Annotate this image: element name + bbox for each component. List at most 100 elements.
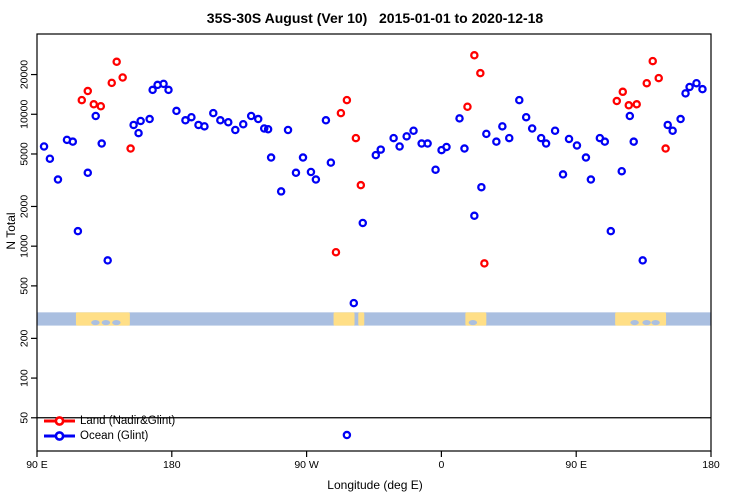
scatter-point-ocean	[73, 226, 83, 236]
scatter-point-ocean	[349, 298, 359, 308]
scatter-point-ocean	[238, 120, 248, 129]
scatter-point-ocean	[477, 182, 486, 192]
scatter-point-ocean	[586, 175, 596, 184]
scatter-point-ocean	[148, 85, 157, 95]
scatter-point-ocean	[692, 78, 701, 88]
scatter-point-ocean	[253, 114, 263, 124]
legend-label-land: Land (Nadir&Glint)	[80, 415, 176, 427]
scatter-point-ocean	[663, 120, 672, 130]
scatter-point-ocean	[283, 125, 293, 135]
scatter-point-ocean	[389, 133, 398, 143]
x-tick-label: 180	[163, 459, 181, 471]
scatter-point-ocean	[134, 128, 143, 138]
scatter-point-land	[331, 247, 341, 257]
scatter-point-ocean	[224, 117, 233, 127]
scatter-point-land	[126, 144, 135, 153]
scatter-point-ocean	[136, 116, 145, 126]
scatter-point-ocean	[558, 170, 568, 179]
scatter-point-ocean	[68, 137, 78, 146]
scatter-point-ocean	[581, 153, 591, 162]
scatter-point-ocean	[572, 141, 582, 150]
scatter-point-ocean	[681, 89, 690, 98]
x-tick-label: 0	[438, 459, 444, 471]
map-band-lake	[468, 319, 478, 326]
scatter-point-ocean	[200, 122, 209, 131]
scatter-point-ocean	[541, 139, 551, 148]
scatter-point-ocean	[276, 187, 286, 196]
scatter-point-land	[618, 87, 628, 97]
scatter-point-ocean	[492, 137, 501, 146]
scatter-point-ocean	[321, 116, 331, 125]
y-tick-label: 500	[19, 277, 31, 295]
scatter-point-ocean	[216, 116, 225, 125]
scatter-point-ocean	[306, 167, 316, 177]
scatter-point-ocean	[371, 150, 381, 160]
scatter-point-ocean	[423, 139, 432, 148]
scatter-point-land	[356, 180, 366, 190]
scatter-point-ocean	[311, 175, 321, 184]
scatter-point-land	[96, 102, 106, 111]
scatter-point-ocean	[97, 139, 106, 148]
map-band-ocean	[37, 312, 711, 326]
chart-title: 35S-30S August (Ver 10) 2015-01-01 to 20…	[206, 10, 544, 26]
scatter-point-ocean	[39, 142, 49, 151]
scatter-point-ocean	[83, 168, 93, 178]
scatter-point-ocean	[527, 124, 537, 133]
scatter-point-land	[624, 101, 634, 110]
scatter-point-ocean	[460, 144, 469, 153]
map-band-land-patch	[333, 312, 355, 326]
y-tick-label: 200	[19, 329, 31, 347]
scatter-point-ocean	[498, 122, 507, 131]
scatter-point-ocean	[209, 108, 218, 118]
scatter-point-ocean	[455, 114, 464, 123]
scatter-point-land	[470, 51, 479, 60]
scatter-point-ocean	[326, 158, 336, 167]
scatter-point-land	[463, 102, 472, 112]
legend-label-ocean: Ocean (Glint)	[80, 430, 149, 442]
scatter-point-ocean	[600, 137, 610, 146]
scatter-point-land	[612, 96, 622, 106]
scatter-point-land	[112, 57, 121, 67]
scatter-point-ocean	[431, 165, 440, 174]
scatter-point-ocean	[676, 114, 685, 124]
scatter-point-ocean	[91, 111, 100, 121]
scatter-point-land	[648, 56, 657, 66]
scatter-point-ocean	[668, 126, 677, 135]
scatter-point-land	[632, 100, 641, 109]
x-tick-label: 90 E	[26, 459, 48, 471]
scatter-point-land	[89, 100, 99, 109]
y-axis-title: N Total	[4, 212, 18, 250]
scatter-point-ocean	[172, 106, 181, 116]
scatter-point-land	[83, 86, 93, 96]
scatter-point-ocean	[45, 154, 55, 164]
map-band-lake	[91, 319, 100, 326]
scatter-point-ocean	[402, 132, 411, 141]
x-tick-label: 180	[702, 459, 720, 471]
scatter-point-ocean	[231, 125, 240, 135]
scatter-point-land	[661, 144, 670, 153]
scatter-point-land	[107, 78, 116, 88]
legend-ocean-marker-icon	[54, 431, 65, 441]
scatter-point-ocean	[263, 124, 273, 134]
map-band-lake	[112, 319, 121, 326]
scatter-point-ocean	[504, 133, 514, 143]
scatter-point-ocean	[298, 153, 308, 162]
y-tick-label: 1000	[19, 234, 31, 258]
y-tick-label: 10000	[19, 100, 31, 129]
scatter-point-land	[476, 68, 485, 78]
scatter-point-ocean	[550, 126, 560, 135]
map-band-lake	[101, 319, 111, 326]
scatter-point-ocean	[259, 124, 269, 133]
scatter-point-land	[342, 95, 352, 105]
scatter-point-ocean	[395, 142, 404, 151]
scatter-point-ocean	[145, 114, 154, 124]
plot-border	[36, 33, 712, 452]
scatter-point-ocean	[629, 137, 638, 146]
x-axis-title: Longitude (deg E)	[327, 478, 423, 492]
y-tick-label: 50	[19, 412, 31, 424]
map-band-land-patch	[358, 312, 365, 326]
y-tick-label: 100	[19, 369, 31, 387]
scatter-point-ocean	[266, 153, 276, 162]
map-band-lake	[642, 319, 651, 326]
